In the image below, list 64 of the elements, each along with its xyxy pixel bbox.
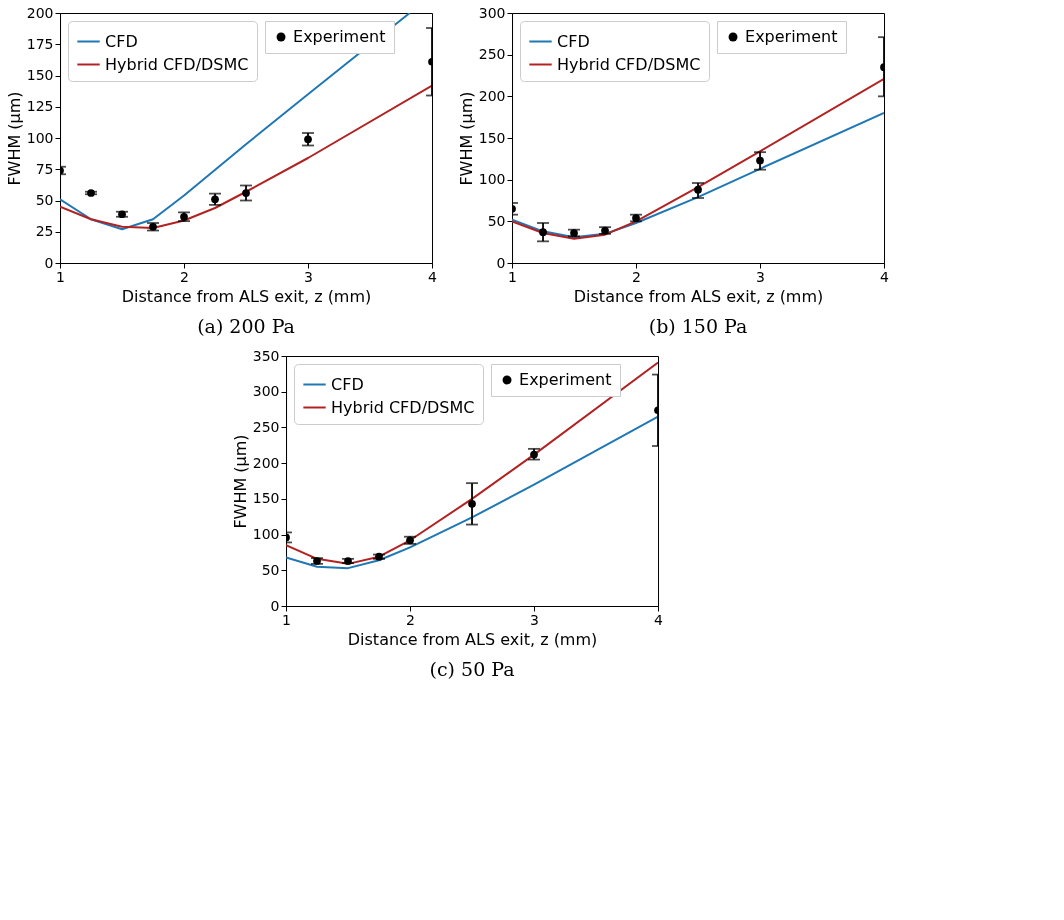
x-tick-label: 2 [632,268,641,285]
x-tick-label: 3 [530,611,539,628]
point [242,189,250,197]
x-tick-label: 4 [428,268,438,285]
legend-label: Hybrid CFD/DSMC [557,54,701,74]
y-axis-title: FWHM (μm) [230,434,250,529]
x-tick-label: 3 [304,268,313,285]
y-tick-label: 250 [478,46,506,63]
x-axis-title: Distance from ALS exit, z (mm) [573,286,824,306]
y-tick-label: 150 [478,129,506,146]
point [756,156,764,165]
legend-label: CFD [105,31,138,51]
text: (b) 150 Pa [648,315,748,337]
x-tick-label: 1 [56,268,65,285]
legend-label: Experiment [745,27,838,46]
legend-label: Experiment [519,370,612,389]
y-tick-label: 50 [487,212,506,229]
y-tick-label: 0 [270,597,280,614]
y-tick-label: 200 [252,454,280,471]
y-tick-label: 200 [478,87,506,104]
y-tick-label: 100 [252,526,280,543]
line-series [512,112,885,239]
legend-label: Hybrid CFD/DSMC [105,54,249,74]
line-series [286,361,659,565]
y-tick-label: 25 [35,223,54,240]
y-tick-label: 300 [252,383,280,400]
legend-label: CFD [557,31,590,51]
x-tick-label: 4 [880,268,890,285]
y-tick-label: 100 [26,129,54,146]
y-tick-label: 150 [26,67,54,83]
line-series [60,13,411,231]
x-axis-title: Distance from ALS exit, z (mm) [121,286,372,306]
legend-label: CFD [331,374,364,394]
y-tick-label: 125 [26,98,54,115]
text: (c) 50 Pa [429,658,515,680]
legend-label: Experiment [293,27,386,46]
y-tick-label: 0 [496,254,506,271]
y-tick-label: 75 [35,160,54,177]
line-series [512,77,885,240]
y-tick-label: 200 [26,4,54,21]
legend-label: Hybrid CFD/DSMC [331,397,475,417]
x-tick-label: 1 [282,611,291,628]
point [539,228,547,237]
x-tick-label: 2 [180,268,189,285]
y-tick-label: 250 [252,418,280,435]
y-tick-label: 150 [252,490,280,507]
y-tick-label: 0 [44,254,54,271]
y-tick-label: 350 [252,347,280,364]
y-tick-label: 100 [478,171,506,188]
text: (a) 200 Pa [197,315,295,337]
y-tick-label: 175 [26,35,54,52]
y-tick-label: 50 [261,561,280,578]
y-axis-title: FWHM (μm) [4,91,24,186]
x-axis-title: Distance from ALS exit, z (mm) [347,629,598,649]
y-tick-label: 50 [35,192,54,208]
point [468,499,476,508]
y-axis-title: FWHM (μm) [456,91,476,186]
point [694,185,702,194]
line-series [286,415,659,570]
x-tick-label: 2 [406,611,415,628]
x-tick-label: 1 [508,268,517,285]
x-tick-label: 4 [654,611,664,628]
x-tick-label: 3 [756,268,765,285]
y-tick-label: 300 [478,4,506,21]
